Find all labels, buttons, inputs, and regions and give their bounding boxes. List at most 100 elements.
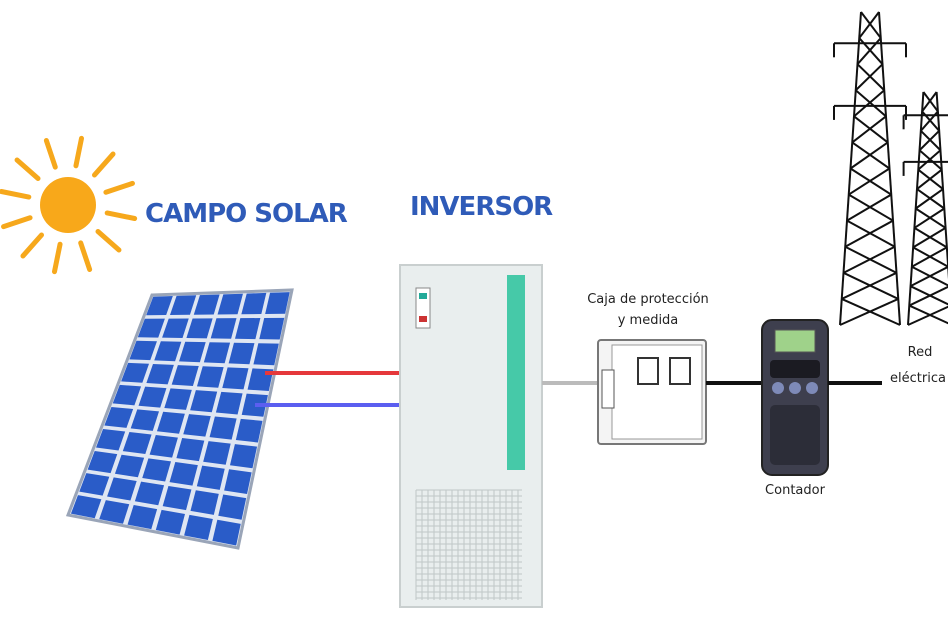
- fuse: [637, 357, 659, 385]
- sun-ray: [95, 228, 122, 253]
- tower-brace: [849, 141, 889, 170]
- panel-cell: [186, 318, 213, 339]
- panel-cell: [96, 429, 126, 451]
- sun-ray: [43, 138, 58, 170]
- tower-brace: [851, 141, 891, 170]
- panel-cell: [171, 365, 199, 387]
- panel-cell: [215, 391, 243, 415]
- panel-cell: [134, 481, 165, 506]
- sun-ray: [1, 215, 33, 230]
- panel-cell: [114, 454, 145, 478]
- sun: [0, 135, 138, 275]
- tower-brace: [911, 246, 948, 268]
- panel-cell: [127, 504, 158, 530]
- sun-ray: [20, 232, 45, 259]
- panel-cell: [107, 477, 137, 501]
- panel-cell: [234, 318, 261, 340]
- tower-brace: [918, 130, 940, 151]
- sun-ray: [73, 135, 85, 169]
- sun-ray: [14, 157, 41, 182]
- tower-brace: [851, 115, 887, 144]
- panel-cell: [162, 318, 189, 338]
- panel-cell: [121, 362, 150, 383]
- panel-cell: [156, 411, 185, 434]
- meter-button: [806, 382, 818, 394]
- panel-cell: [190, 390, 218, 413]
- switch-led: [419, 316, 427, 322]
- sun-ray: [104, 210, 138, 222]
- tower-brace: [908, 285, 948, 307]
- tower-brace: [843, 245, 896, 274]
- panel-cell: [138, 386, 167, 408]
- power-towers: [833, 11, 948, 326]
- tower-brace: [910, 265, 948, 288]
- box-label: Caja de protección: [587, 292, 709, 307]
- panel-cell: [137, 318, 165, 338]
- panel-cell: [196, 465, 225, 490]
- panel-cell: [218, 494, 247, 520]
- meter-base: [770, 405, 820, 465]
- panel-cell: [104, 406, 134, 428]
- panel-cell: [203, 441, 231, 465]
- tower-brace: [856, 63, 885, 91]
- tower-brace: [921, 91, 938, 113]
- tower-brace: [922, 91, 939, 113]
- panel-cell: [149, 435, 178, 458]
- panel-cell: [112, 384, 142, 406]
- grid-label: eléctrica: [890, 371, 946, 386]
- sun-ray: [51, 241, 63, 275]
- panel-cell: [241, 292, 267, 315]
- tower-brace: [858, 11, 880, 39]
- panel-cell: [99, 500, 130, 524]
- panel-cell: [164, 388, 192, 410]
- inverter-stripe: [507, 275, 525, 470]
- tower-brace: [860, 11, 882, 39]
- panel-cell: [217, 293, 243, 315]
- sun-disc: [40, 177, 96, 233]
- panel-cells: [70, 292, 290, 546]
- panel-cell: [203, 342, 231, 364]
- panel-cell: [129, 340, 157, 361]
- fuse: [669, 357, 691, 385]
- switch-led: [419, 293, 427, 299]
- grid-label: Red: [908, 345, 933, 360]
- tower-brace: [913, 207, 945, 229]
- panel-cell: [146, 363, 174, 385]
- tower-brace: [912, 227, 947, 249]
- panel-cell: [162, 485, 192, 511]
- tower-brace: [853, 89, 885, 118]
- sun-ray: [78, 240, 93, 272]
- panel-cell: [70, 495, 102, 519]
- panel-cell: [146, 296, 173, 316]
- panel-cell: [210, 318, 237, 339]
- panel-cell: [169, 295, 197, 315]
- box-label: y medida: [618, 313, 679, 328]
- box-switch: [601, 369, 615, 409]
- sun-ray: [91, 151, 116, 178]
- panel-cell: [183, 414, 211, 437]
- panel-cell: [184, 514, 213, 541]
- panel-cell: [176, 438, 205, 462]
- panel-cell: [79, 473, 110, 496]
- panel-cell: [241, 393, 268, 417]
- panel-cell: [190, 490, 219, 515]
- tower-brace: [907, 305, 948, 326]
- panel-cell: [169, 462, 198, 486]
- meter-display: [774, 329, 816, 353]
- panel-cell: [253, 343, 279, 366]
- panel-cell: [222, 367, 249, 390]
- panel-cell: [142, 458, 171, 482]
- panel-cell: [259, 317, 285, 340]
- tower-brace: [916, 168, 943, 190]
- panel-cell: [224, 469, 252, 495]
- tower-brace: [848, 167, 891, 196]
- tower-brace: [844, 219, 894, 248]
- panel-cell: [87, 451, 118, 474]
- panel-cell: [155, 509, 185, 535]
- panel-cell: [229, 444, 258, 469]
- panel-cell: [154, 341, 182, 362]
- tower-brace: [839, 298, 899, 326]
- tower-brace: [855, 63, 884, 91]
- inverter-label: INVERSOR: [410, 192, 553, 222]
